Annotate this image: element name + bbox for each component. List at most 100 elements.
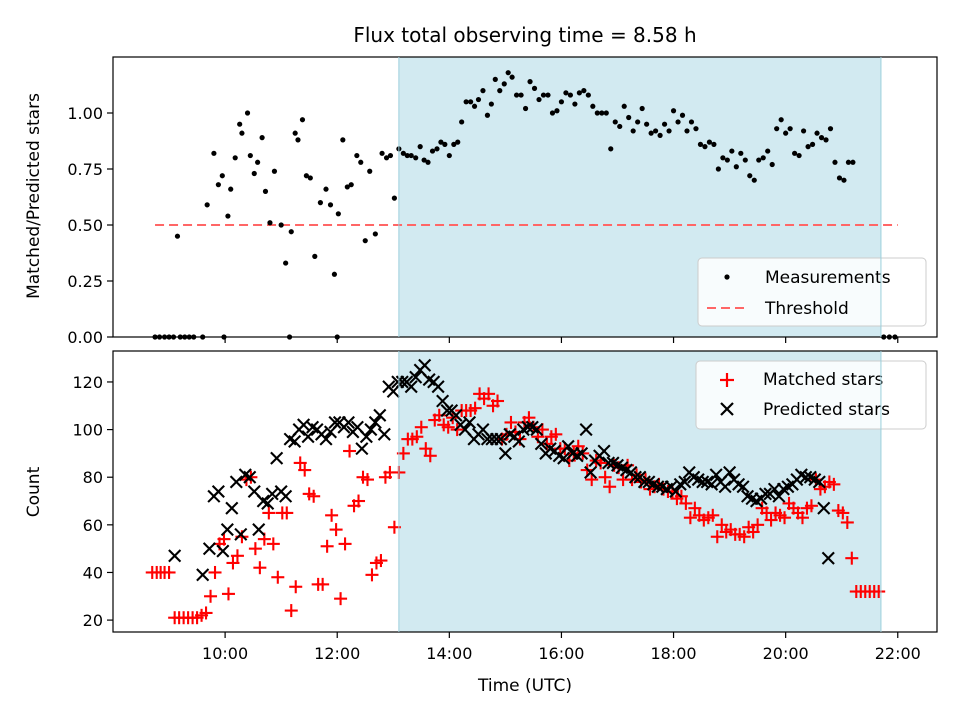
predicted-star-point: [597, 444, 611, 458]
predicted-star-point: [202, 542, 216, 556]
measurement-point: [706, 139, 713, 145]
measurement-point: [644, 121, 650, 127]
measurement-point: [814, 130, 820, 136]
measurement-point: [215, 182, 221, 188]
measurement-point: [845, 159, 852, 165]
measurement-point: [554, 108, 560, 114]
measurement-point: [438, 139, 444, 145]
measurement-point: [459, 119, 465, 125]
measurement-point: [312, 253, 318, 259]
predicted-star-point: [341, 415, 355, 429]
matched-star-point: [679, 496, 693, 510]
measurement-point: [513, 92, 520, 98]
predicted-star-point: [234, 527, 248, 541]
predicted-star-point: [288, 434, 302, 449]
matched-star-point: [253, 561, 267, 575]
measurement-point: [563, 90, 569, 96]
legend-predicted-label: Predicted stars: [763, 400, 890, 420]
measurement-point: [769, 161, 775, 168]
measurement-point: [787, 126, 793, 132]
predicted-star-point: [211, 484, 225, 499]
matched-star-point: [320, 539, 334, 553]
measurement-point: [756, 157, 762, 163]
measurement-point: [558, 99, 565, 105]
predicted-star-point: [449, 408, 463, 422]
predicted-star-point: [404, 380, 418, 394]
x-tick-label: 10:00: [202, 644, 248, 663]
matched-star-point: [217, 532, 231, 546]
measurement-point: [688, 119, 695, 125]
measurement-point: [599, 110, 605, 116]
predicted-star-point: [678, 475, 692, 489]
predicted-star-point: [220, 523, 234, 537]
count-frame: [112, 350, 938, 633]
matched-star-point: [688, 501, 702, 515]
predicted-star-point: [431, 380, 445, 394]
measurement-point: [259, 135, 265, 141]
measurement-point: [675, 119, 681, 125]
measurement-point: [348, 182, 354, 188]
matched-star-point: [482, 387, 496, 401]
measurement-point: [434, 146, 440, 152]
matched-star-point: [710, 530, 724, 544]
x-tick-label: 16:00: [538, 644, 584, 663]
measurement-point: [505, 70, 511, 76]
measurement-point: [742, 157, 748, 163]
measurement-point: [387, 152, 394, 159]
measurement-point: [239, 130, 245, 136]
x-tick-label: 22:00: [875, 644, 921, 663]
matched-star-point: [329, 523, 343, 537]
predicted-star-point: [723, 465, 737, 479]
predicted-star-point: [359, 430, 373, 444]
measurement-point: [796, 152, 802, 159]
measurement-point: [509, 74, 515, 80]
matched-star-point: [468, 401, 482, 415]
predicted-star-point: [243, 470, 257, 484]
measurement-point: [527, 79, 533, 85]
matched-star-point: [289, 580, 303, 594]
measurement-point: [372, 231, 378, 237]
measurement-point: [572, 101, 578, 107]
measurement-point: [225, 213, 231, 219]
measurement-point: [608, 146, 614, 152]
count-axes: 20 40 60 80 100 120 10:00 12:00 14:00 16:00 18:00 2…: [72, 373, 920, 663]
matched-star-point: [715, 518, 729, 532]
legend-matched-label: Matched stars: [763, 370, 883, 390]
matched-star-point: [414, 420, 428, 434]
measurement-point: [335, 211, 341, 217]
measurement-point: [317, 200, 324, 206]
matched-star-point: [221, 587, 235, 601]
matched-star-point: [585, 473, 599, 487]
measurement-point: [697, 141, 704, 147]
predicted-star-point: [817, 501, 831, 515]
measurement-point: [540, 92, 547, 98]
legend-threshold-label: Threshold: [764, 299, 849, 319]
predicted-star-point: [557, 451, 571, 465]
measurement-point: [724, 157, 730, 163]
predicted-star-point: [812, 475, 826, 489]
measurement-point: [299, 117, 306, 123]
predicted-star-point: [279, 489, 293, 503]
measurement-point: [358, 159, 364, 165]
measurement-point: [684, 128, 690, 134]
predicted-star-point: [512, 434, 526, 449]
measurement-point: [228, 186, 234, 192]
measurement-point: [292, 130, 298, 136]
measurement-point: [421, 157, 427, 163]
count-y-tick-label: 60: [83, 516, 103, 535]
count-y-tick-label: 100: [72, 421, 103, 440]
matched-star-point: [441, 420, 455, 434]
matched-star-point: [504, 415, 518, 429]
x-axis-label: Time (UTC): [477, 676, 572, 696]
matched-star-point: [423, 449, 437, 463]
measurement-point: [204, 202, 210, 208]
measurement-point: [417, 144, 423, 150]
predicted-star-point: [168, 549, 182, 563]
measurement-point: [404, 152, 410, 159]
measurement-point: [567, 92, 574, 98]
measurement-point: [497, 88, 503, 94]
measurement-point: [639, 105, 645, 112]
measurement-point: [621, 103, 627, 109]
measurement-point: [774, 126, 780, 132]
